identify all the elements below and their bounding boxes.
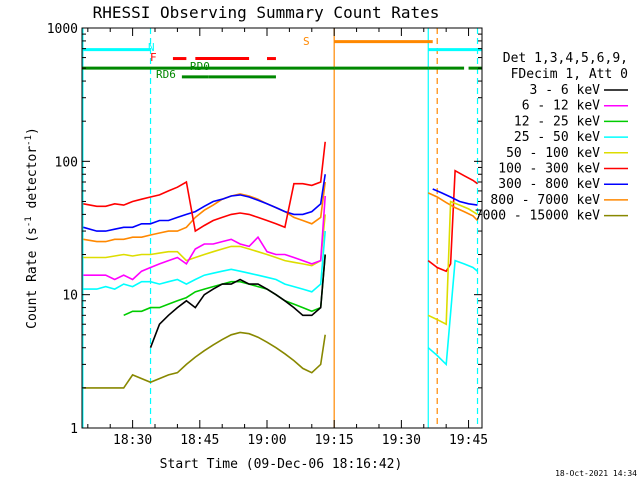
- flag-label: S: [303, 35, 310, 48]
- series-line-post-gap: [432, 188, 478, 206]
- flag-label: N: [148, 41, 155, 54]
- plot-area: N S F RD0 RD6: [82, 28, 482, 428]
- x-tick-label: 18:30: [113, 433, 152, 448]
- series-line: [149, 254, 326, 348]
- series-line: [123, 254, 326, 317]
- legend-entry-label: 6 - 12 keV: [522, 99, 600, 114]
- y-axis-label: Count Rate (s-1 detector-1): [24, 127, 40, 329]
- flag-label: RD6: [156, 68, 176, 81]
- x-tick-label: 18:45: [180, 433, 219, 448]
- legend-entry-label: 800 - 7000 keV: [490, 193, 600, 208]
- series-line-post-gap: [427, 200, 478, 326]
- legend-entry-label: 3 - 6 keV: [530, 83, 601, 98]
- x-tick-label: 19:30: [382, 433, 421, 448]
- series-line: [83, 181, 326, 243]
- legend-header-line: FDecim 1, Att 0: [511, 67, 628, 82]
- series-line-post-gap: [427, 192, 479, 222]
- series-line: [83, 174, 326, 232]
- y-axis-label-part: Count Rate (s: [25, 227, 40, 329]
- flag-label: RD0: [190, 60, 210, 73]
- legend-header-line: Det 1,3,4,5,6,9,: [503, 51, 628, 66]
- legend-entry-label: 7000 - 15000 keV: [475, 209, 600, 224]
- axes-frame: [81, 27, 483, 429]
- y-axis-label-part: detector: [25, 146, 40, 217]
- y-tick-label: 10: [62, 289, 78, 304]
- y-axis-label-part: ): [25, 127, 40, 135]
- series-line: [83, 141, 326, 233]
- flag-label: F: [150, 51, 157, 64]
- series-line: [83, 214, 326, 267]
- legend: Det 1,3,4,5,6,9, FDecim 1, Att 0 3 - 6 k…: [475, 51, 628, 224]
- x-tick-label: 19:15: [315, 433, 354, 448]
- y-axis-label-superscript: -1: [24, 216, 34, 227]
- y-tick-label: 100: [55, 155, 78, 170]
- series-line: [83, 195, 326, 281]
- legend-entry-label: 50 - 100 keV: [506, 146, 600, 161]
- legend-entry-label: 25 - 50 keV: [514, 130, 600, 145]
- legend-entry-label: 12 - 25 keV: [514, 114, 600, 129]
- y-tick-label: 1: [70, 422, 78, 437]
- series-line-post-gap: [427, 259, 479, 367]
- plot-clip-group: [82, 28, 482, 428]
- axes: 1 10 100 1000 18:30 18:45 19:00 19:15 19:30 19:45: [47, 22, 488, 448]
- series-line-post-gap: [427, 169, 478, 273]
- legend-entry-label: 300 - 800 keV: [498, 177, 600, 192]
- series-line: [83, 331, 326, 389]
- x-tick-label: 19:45: [449, 433, 488, 448]
- series-line: [83, 231, 326, 293]
- x-tick-label: 19:00: [247, 433, 286, 448]
- y-axis-label-superscript: -1: [24, 135, 34, 146]
- y-tick-label: 1000: [47, 22, 78, 37]
- footer-timestamp: 18-Oct-2021 14:34: [555, 469, 637, 478]
- x-axis-label: Start Time (09-Dec-06 18:16:42): [160, 457, 403, 472]
- chart-title: RHESSI Observing Summary Count Rates: [93, 3, 440, 22]
- legend-entry-label: 100 - 300 keV: [498, 162, 600, 177]
